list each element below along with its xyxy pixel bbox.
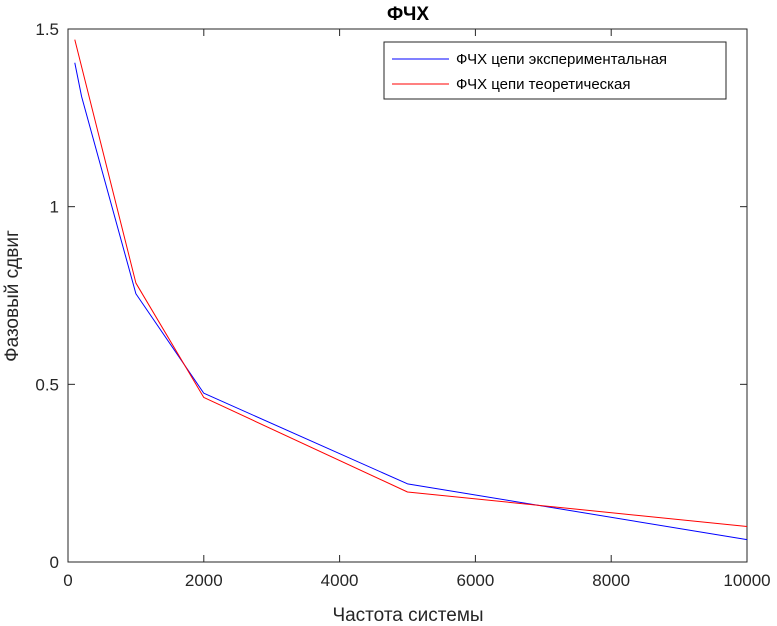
x-tick-label: 4000	[321, 571, 359, 590]
axis-ticks	[67, 28, 748, 563]
legend: ФЧХ цепи экспериментальная ФЧХ цепи теор…	[383, 41, 727, 100]
legend-box	[383, 41, 727, 100]
series-layer	[74, 39, 748, 541]
y-tick-label: 1	[50, 198, 59, 217]
x-tick-label: 2000	[185, 571, 223, 590]
y-tick-label: 1.5	[35, 20, 59, 39]
series-line-experimental	[74, 62, 748, 541]
x-tick-label: 10000	[723, 571, 770, 590]
tick-labels: 0 2000 4000 6000 8000 10000 0 0.5 1 1.5	[35, 20, 770, 590]
plot-area	[67, 28, 748, 563]
y-axis-label: Фазовый сдвиг	[2, 230, 23, 362]
x-tick-label: 6000	[456, 571, 494, 590]
x-tick-label: 0	[63, 571, 72, 590]
x-axis-label: Частота системы	[332, 605, 483, 626]
y-tick-label: 0	[50, 553, 59, 572]
legend-label-theoretical: ФЧХ цепи теоретическая	[456, 76, 631, 93]
chart-title: ФЧХ	[387, 4, 429, 25]
x-tick-label: 8000	[592, 571, 630, 590]
y-tick-label: 0.5	[35, 375, 59, 394]
series-line-theoretical	[74, 39, 748, 527]
legend-label-experimental: ФЧХ цепи экспериментальная	[456, 51, 667, 68]
